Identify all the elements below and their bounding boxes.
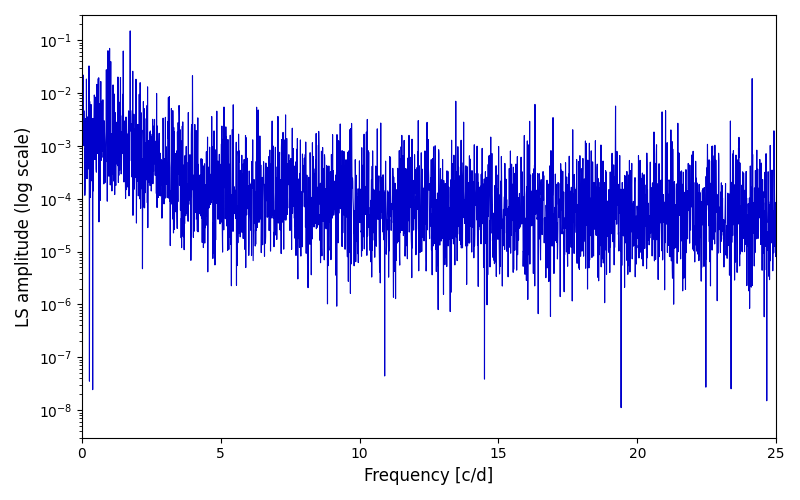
Y-axis label: LS amplitude (log scale): LS amplitude (log scale) [15, 126, 33, 326]
X-axis label: Frequency [c/d]: Frequency [c/d] [364, 467, 494, 485]
